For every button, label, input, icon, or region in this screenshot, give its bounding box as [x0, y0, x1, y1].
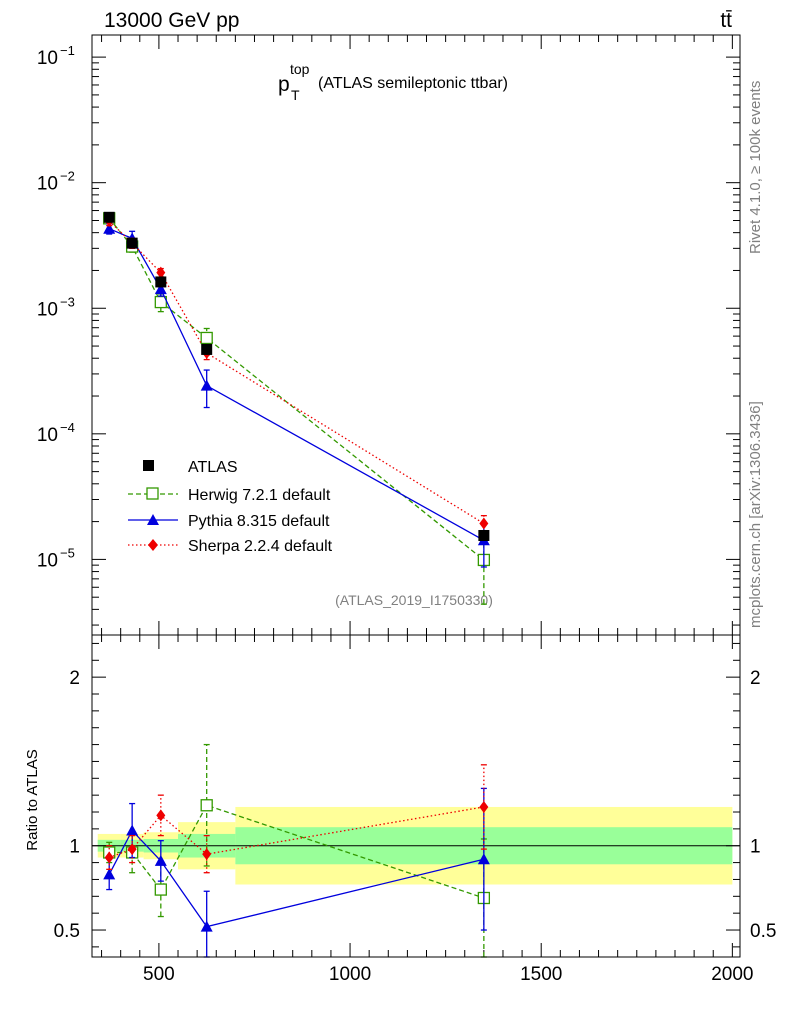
- plot-title-rest: (ATLAS semileptonic ttbar): [318, 75, 508, 92]
- ratio-y-tick-label-left: 2: [69, 668, 80, 689]
- main-line-sherpa: [108, 220, 485, 525]
- legend-marker-atlas: [143, 460, 154, 471]
- y-tick-exponent: −5: [60, 545, 75, 560]
- x-tick-label: 500: [143, 964, 175, 985]
- main-point-atlas: [103, 211, 115, 223]
- mcplots-label: mcplots.cern.ch [arXiv:1306.3436]: [747, 401, 764, 628]
- main-point-atlas: [126, 237, 138, 249]
- ratio-ticks: 0.5 0.5 1 1 2 2 500 1000 1500 2000: [54, 635, 776, 985]
- ratio-point-sherpa: [156, 809, 166, 822]
- energy-label: 13000 GeV pp: [104, 9, 239, 32]
- y-tick-exponent: −1: [60, 43, 75, 58]
- main-point-herwig: [200, 331, 213, 345]
- legend: ATLAS Herwig 7.2.1 default Pythia 8.315 …: [128, 459, 333, 555]
- legend-marker-herwig: [146, 487, 159, 500]
- legend-entry-sherpa: Sherpa 2.2.4 default: [128, 538, 333, 555]
- ratio-frame: [91, 634, 741, 958]
- main-point-sherpa: [156, 266, 166, 279]
- x-tick-label: 2000: [711, 964, 753, 985]
- ratio-panel: 0.5 0.5 1 1 2 2 500 1000 1500 2000: [54, 635, 776, 985]
- main-point-atlas: [201, 343, 213, 355]
- ratio-point-pythia: [126, 824, 139, 836]
- legend-label-pythia: Pythia 8.315 default: [188, 513, 330, 530]
- analysis-id-label: (ATLAS_2019_I1750330): [335, 592, 493, 608]
- ratio-y-tick-label-right: 2: [750, 668, 761, 689]
- ratio-point-pythia: [200, 920, 213, 932]
- y-tick-label: 10: [37, 550, 58, 571]
- ratio-point-herwig: [200, 799, 213, 812]
- ratio-point-sherpa: [127, 843, 137, 856]
- plot-title-sub: T: [291, 87, 300, 103]
- main-point-atlas: [478, 529, 490, 541]
- ratio-series-sherpa: [104, 764, 489, 874]
- ratio-point-pythia: [103, 868, 116, 880]
- main-series-atlas: [103, 211, 490, 541]
- ratio-point-pythia: [154, 854, 167, 866]
- ratio-point-sherpa: [104, 851, 114, 864]
- legend-label-herwig: Herwig 7.2.1 default: [188, 487, 331, 504]
- main-point-sherpa: [479, 517, 489, 530]
- plot-title-sup: top: [290, 61, 310, 77]
- y-tick-exponent: −4: [60, 420, 75, 435]
- ratio-y-tick-label-right: 1: [750, 837, 761, 858]
- y-tick-exponent: −3: [60, 294, 75, 309]
- y-tick-label: 10: [37, 174, 58, 195]
- plot-title: p top T (ATLAS semileptonic ttbar): [278, 61, 508, 103]
- rivet-version-label: Rivet 4.1.0, ≥ 100k events: [747, 81, 764, 254]
- y-tick-label: 10: [37, 299, 58, 320]
- legend-entry-herwig: Herwig 7.2.1 default: [128, 487, 331, 504]
- ratio-y-tick-label-left: 1: [69, 837, 80, 858]
- x-tick-label: 1500: [520, 964, 562, 985]
- main-point-atlas: [155, 276, 167, 288]
- legend-label-sherpa: Sherpa 2.2.4 default: [188, 538, 333, 555]
- main-panel: 10−110−210−310−410−5: [37, 35, 740, 635]
- legend-marker-sherpa: [148, 539, 158, 551]
- main-ticks: 10−110−210−310−410−5: [37, 35, 740, 635]
- legend-label-atlas: ATLAS: [188, 459, 238, 476]
- legend-entry-atlas: ATLAS: [143, 459, 238, 476]
- y-tick-label: 10: [37, 425, 58, 446]
- y-tick-label: 10: [37, 48, 58, 69]
- ratio-point-herwig: [154, 883, 167, 896]
- legend-entry-pythia: Pythia 8.315 default: [128, 513, 330, 530]
- ratio-point-sherpa: [479, 800, 489, 813]
- y-tick-exponent: −2: [60, 169, 75, 184]
- process-label: tt̄: [720, 9, 732, 32]
- legend-marker-pythia: [147, 514, 159, 525]
- main-point-pythia: [154, 283, 167, 295]
- main-series-sherpa: [104, 215, 489, 534]
- x-tick-label: 1000: [329, 964, 371, 985]
- ratio-point-sherpa: [202, 848, 212, 861]
- ratio-y-tick-label-right: 0.5: [750, 921, 776, 942]
- ratio-y-tick-label-left: 0.5: [54, 921, 80, 942]
- plot-title-main: p: [278, 73, 290, 96]
- ratio-ylabel: Ratio to ATLAS: [24, 749, 41, 850]
- ratio-point-pythia: [477, 853, 490, 865]
- main-point-pythia: [103, 222, 116, 234]
- main-point-pythia: [200, 379, 213, 391]
